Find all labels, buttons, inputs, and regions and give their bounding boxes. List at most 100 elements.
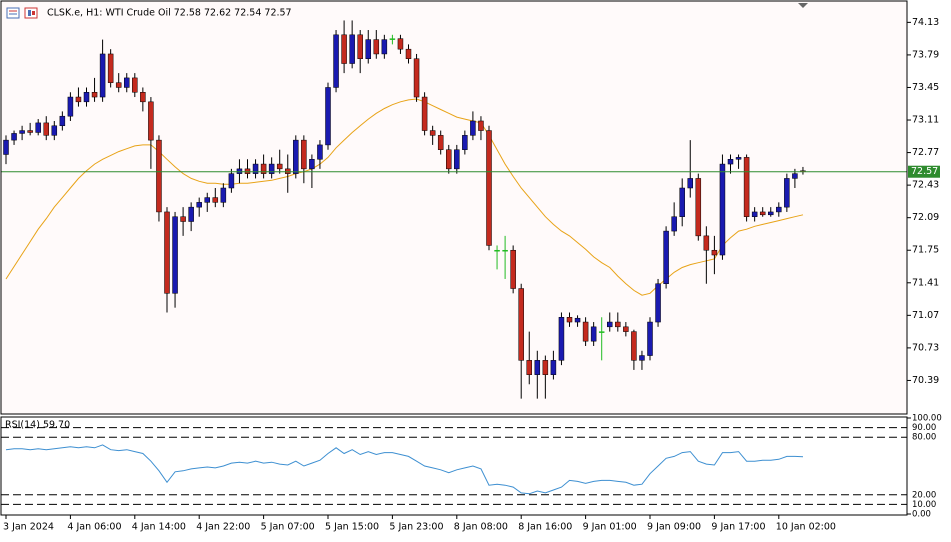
candle-body [695, 178, 702, 237]
candle-body [759, 211, 766, 216]
candle-body [99, 53, 106, 98]
candle-body [462, 135, 468, 150]
candle-body [11, 133, 17, 141]
x-tick-label: 4 Jan 06:00 [67, 522, 121, 533]
y-tick-label: 80.00 [912, 433, 936, 443]
y-tick-label: 20.00 [912, 490, 936, 500]
candle-body [83, 92, 90, 103]
plot-border [0, 0, 908, 415]
candle-body [655, 283, 661, 323]
candle-body [639, 355, 645, 361]
y-tick-label: 10.00 [912, 500, 936, 510]
candle-body [204, 197, 210, 203]
candle-body [268, 163, 275, 174]
plot-area [1, 1, 907, 414]
candle-body [727, 159, 734, 165]
candle-body [220, 187, 227, 203]
candle-body [607, 321, 613, 328]
x-tick-label: 5 Jan 15:00 [325, 522, 379, 533]
candle-body [550, 360, 557, 375]
y-tick-label: 73.45 [912, 82, 939, 93]
candle-body [751, 211, 758, 217]
candle-body [510, 249, 516, 289]
candle-body [590, 326, 597, 342]
x-tick-label: 3 Jan 2024 [3, 522, 54, 533]
x-tick-label: 9 Jan 09:00 [647, 522, 701, 533]
candle-body [148, 101, 154, 141]
y-tick-label: 71.41 [912, 277, 939, 288]
candle-body [687, 178, 693, 189]
x-tick-label: 8 Jan 16:00 [518, 522, 572, 533]
candle-body [566, 317, 573, 323]
candle-body [132, 77, 138, 93]
y-tick-label: 74.13 [912, 17, 939, 28]
candle-body [454, 149, 460, 170]
candle-body [381, 39, 388, 55]
candle-body [293, 139, 299, 174]
candle-body [735, 157, 742, 160]
candle-body [124, 77, 130, 88]
y-tick-label: 72.43 [912, 180, 939, 191]
candle-body [115, 82, 122, 88]
candle-body [470, 120, 476, 136]
candle-body [212, 197, 219, 203]
candle-body [75, 96, 82, 103]
x-tick-label: 9 Jan 17:00 [711, 522, 765, 533]
candle-body [526, 360, 532, 375]
candle-body [59, 115, 66, 127]
candle-body [301, 139, 307, 170]
last-price-label: 72.57 [911, 166, 938, 177]
y-tick-label: 72.77 [912, 147, 939, 158]
candle-body [140, 92, 146, 103]
toolbar-icons [6, 7, 38, 19]
candle-body [486, 130, 492, 246]
icon [32, 11, 35, 15]
candle-body [3, 139, 9, 155]
candle-body [711, 249, 718, 256]
candle-body [494, 249, 500, 252]
candle-body [309, 159, 315, 170]
x-tick-label: 4 Jan 22:00 [196, 522, 250, 533]
candle-body [558, 317, 565, 361]
candle-body [719, 163, 726, 256]
chart-title: CLSK.e, H1: WTI Crude Oil 72.58 72.62 72… [47, 8, 292, 19]
candle-body [365, 39, 371, 59]
x-tick-label: 9 Jan 01:00 [583, 522, 637, 533]
candle-body [27, 130, 33, 133]
x-tick-label: 5 Jan 07:00 [261, 522, 315, 533]
candle-body [196, 202, 202, 208]
icon [28, 10, 31, 16]
candle-body [631, 331, 637, 361]
candle-body [51, 125, 58, 136]
candle-body [776, 206, 782, 213]
candle-body [768, 211, 774, 216]
candle-body [228, 173, 235, 189]
candle-body [260, 163, 267, 174]
candle-body [647, 321, 653, 356]
candle-body [502, 249, 508, 252]
candle-body [574, 317, 581, 323]
x-tick-label: 8 Jan 08:00 [454, 522, 508, 533]
candle-body [421, 96, 428, 131]
candle-body [43, 122, 49, 136]
candle-body [518, 288, 524, 361]
rsi-title: RSI(14) 59.70 [5, 420, 70, 431]
y-tick-label: 73.79 [912, 49, 939, 60]
y-tick-label: 72.09 [912, 212, 939, 223]
y-tick-label: 100.00 [912, 414, 942, 424]
candle-body [333, 34, 339, 88]
candle-body [156, 139, 162, 213]
candle-body [317, 144, 323, 160]
candle-body [397, 38, 404, 50]
moving-average [5, 98, 804, 296]
candle-body [792, 173, 798, 179]
candle-body [373, 39, 380, 55]
y-tick-label: 73.11 [912, 115, 939, 126]
candle-body [405, 48, 412, 59]
candle-body [413, 58, 420, 98]
candle-body [67, 96, 74, 117]
candle-body [429, 130, 436, 136]
candle-body [164, 211, 170, 294]
